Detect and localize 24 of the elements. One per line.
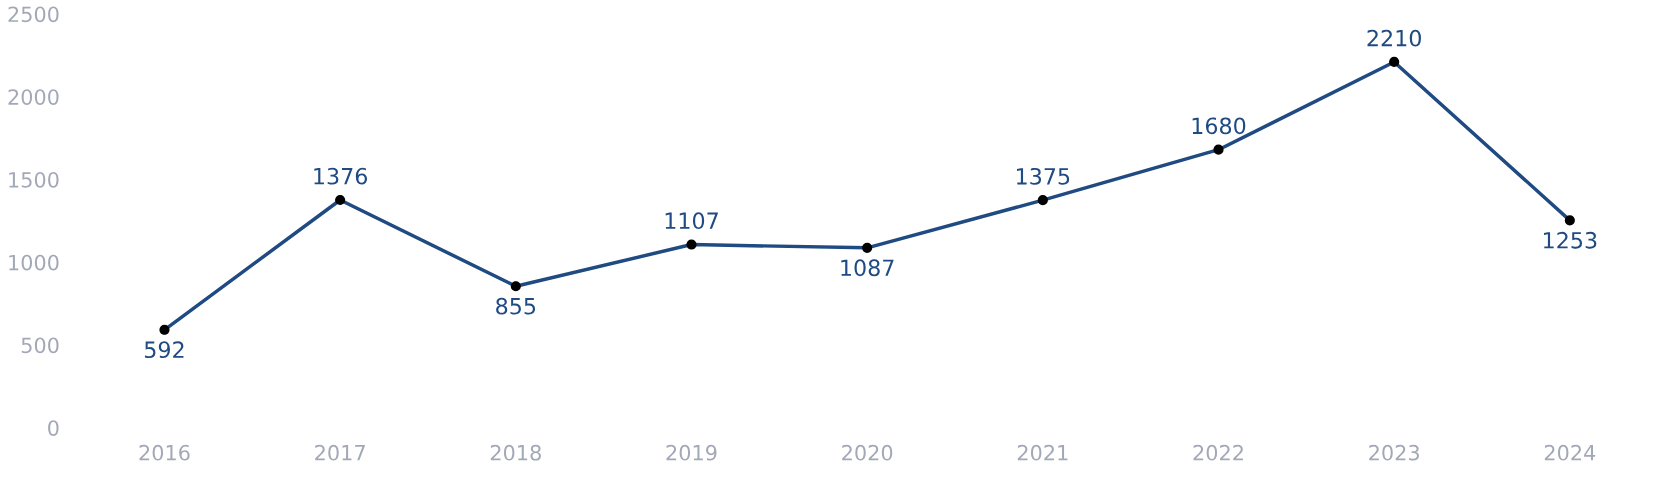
data-label: 1087 (841, 259, 894, 277)
y-tick-label: 0 (48, 420, 59, 436)
x-tick-label: 2023 (1369, 444, 1419, 461)
y-tick-label: 1000 (9, 254, 59, 271)
data-label: 2210 (1367, 29, 1421, 47)
y-tick-label: 2000 (8, 89, 59, 105)
y-tick-label: 2500 (8, 6, 59, 23)
data-label: 1375 (1016, 167, 1070, 185)
data-label: 1253 (1544, 231, 1597, 249)
x-tick-label: 2017 (315, 444, 365, 461)
data-label: 1376 (314, 167, 368, 185)
y-tick-label: 500 (21, 337, 59, 354)
data-label: 855 (496, 297, 536, 315)
x-tick-label: 2019 (666, 444, 717, 461)
data-label: 1107 (665, 212, 718, 230)
x-tick-label: 2022 (1193, 444, 1243, 461)
x-tick-label: 2020 (842, 444, 893, 461)
data-label: 592 (144, 341, 184, 359)
x-tick-label: 2018 (490, 444, 541, 461)
x-tick-label: 2016 (139, 444, 190, 461)
x-tick-label: 2024 (1544, 444, 1596, 461)
data-label: 1680 (1192, 117, 1246, 135)
y-tick-label: 1500 (9, 171, 59, 188)
x-tick-label: 2021 (1017, 444, 1068, 461)
